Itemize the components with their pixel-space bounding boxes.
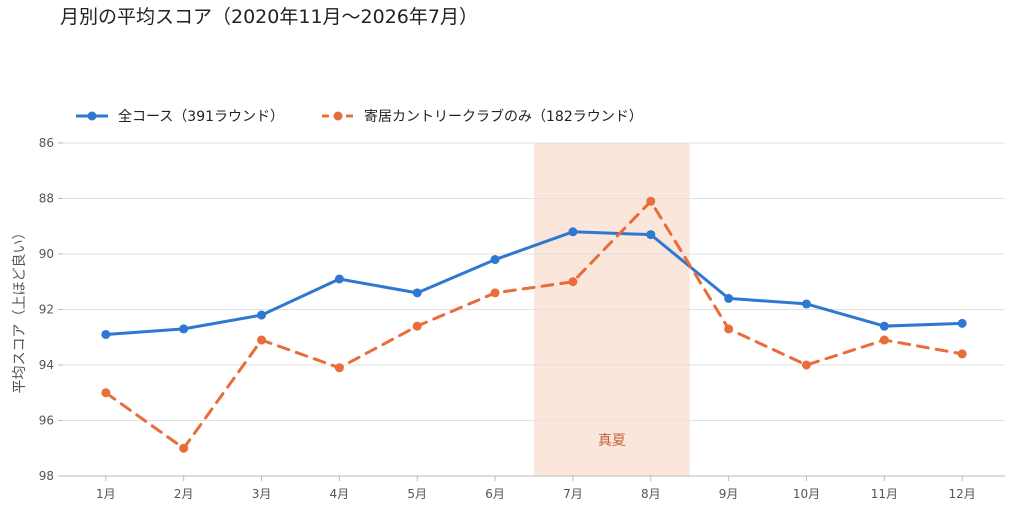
series-1-point-7 — [568, 277, 578, 287]
series-1-point-4 — [334, 363, 344, 373]
x-tick-label: 12月 — [949, 487, 976, 501]
x-tick-label: 4月 — [330, 487, 350, 501]
series-0-point-10 — [801, 299, 811, 309]
legend-marker — [87, 111, 97, 121]
y-axis-label: 平均スコア（上ほど良い） — [12, 226, 28, 394]
x-tick-label: 9月 — [719, 487, 739, 501]
series-0-point-3 — [257, 310, 267, 320]
x-tick-label: 6月 — [485, 487, 505, 501]
chart-title: 月別の平均スコア（2020年11月〜2026年7月） — [60, 6, 478, 28]
series-1-point-2 — [179, 443, 189, 453]
series-1-point-1 — [101, 388, 111, 398]
legend-label-all-courses: 全コース（391ラウンド） — [118, 109, 285, 125]
x-tick-label: 10月 — [793, 487, 820, 501]
series-0-point-8 — [646, 230, 656, 240]
x-tick-label: 8月 — [641, 487, 661, 501]
series-0-point-1 — [101, 329, 111, 339]
x-tick-label: 3月 — [252, 487, 272, 501]
x-tick-label: 1月 — [96, 487, 116, 501]
y-tick-label: 92 — [39, 303, 54, 317]
series-1-point-12 — [957, 349, 967, 359]
series-line-0 — [104, 230, 964, 336]
series-1-point-3 — [257, 335, 267, 345]
series-1-point-9 — [724, 324, 734, 334]
x-tick-label: 11月 — [871, 487, 898, 501]
series-0-point-6 — [490, 255, 500, 265]
y-tick-label: 96 — [39, 414, 54, 428]
series-1-point-8 — [646, 196, 656, 206]
y-tick-label: 88 — [39, 192, 54, 206]
series-0-point-4 — [334, 274, 344, 284]
series-0-point-7 — [568, 227, 578, 237]
legend-marker — [333, 111, 343, 121]
series-0-point-9 — [724, 293, 734, 303]
legend-item-all-courses: 全コース（391ラウンド） — [76, 106, 284, 126]
legend-label-yorii: 寄居カントリークラブのみ（182ラウンド） — [364, 109, 643, 125]
y-tick-label: 90 — [39, 247, 54, 261]
series-0-point-2 — [179, 324, 189, 334]
x-tick-label: 7月 — [563, 487, 583, 501]
series-0-point-12 — [957, 318, 967, 328]
x-tick-label: 5月 — [407, 487, 427, 501]
legend-swatch-all-courses — [76, 111, 108, 121]
x-tick-label: 2月 — [174, 487, 194, 501]
series-1-point-5 — [412, 321, 422, 331]
series-1-point-6 — [490, 288, 500, 298]
legend-item-yorii: 寄居カントリークラブのみ（182ラウンド） — [322, 106, 643, 126]
series-0-point-11 — [879, 321, 889, 331]
y-tick-label: 98 — [39, 469, 54, 483]
y-tick-label: 94 — [39, 358, 54, 372]
series-1-point-11 — [879, 335, 889, 345]
series-1-point-10 — [801, 360, 811, 370]
summer-band-label: 真夏 — [598, 433, 626, 449]
series-0-point-5 — [412, 288, 422, 298]
y-tick-label: 86 — [39, 136, 54, 150]
legend-swatch-yorii — [322, 111, 354, 121]
series-line-1 — [104, 199, 964, 450]
